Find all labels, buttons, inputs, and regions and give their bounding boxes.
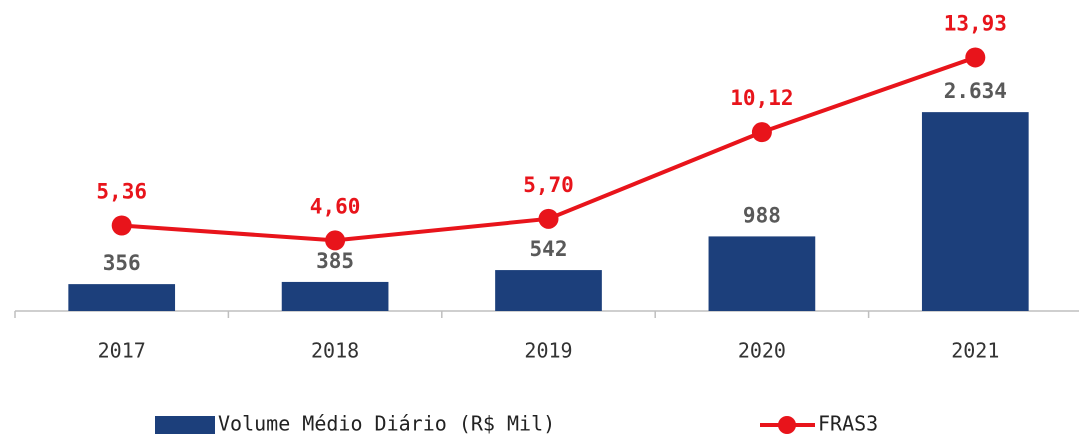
bar xyxy=(495,270,602,311)
bar-value-label: 2.634 xyxy=(944,79,1007,103)
x-tick-label: 2018 xyxy=(311,339,359,363)
line-point xyxy=(538,208,559,229)
bar-value-label: 385 xyxy=(316,249,354,273)
legend-label: FRAS3 xyxy=(818,412,878,436)
legend-label: Volume Médio Diário (R$ Mil) xyxy=(218,412,555,436)
bar xyxy=(708,236,816,311)
line-point xyxy=(325,230,346,251)
bar-value-label: 988 xyxy=(743,203,781,227)
line-value-label: 13,93 xyxy=(944,11,1007,35)
bar xyxy=(921,112,1029,312)
x-tick-label: 2019 xyxy=(524,339,572,363)
line-point xyxy=(965,47,986,68)
line-value-label: 5,70 xyxy=(523,173,574,197)
bar-value-label: 542 xyxy=(530,237,568,261)
line-value-label: 5,36 xyxy=(96,179,147,203)
line-point xyxy=(751,122,772,143)
legend-swatch-marker xyxy=(778,416,796,434)
bar xyxy=(281,281,389,311)
line-value-label: 10,12 xyxy=(730,86,793,110)
x-tick-label: 2021 xyxy=(951,339,999,363)
line-value-label: 4,60 xyxy=(310,194,361,218)
bar-value-label: 356 xyxy=(103,251,141,275)
legend-swatch xyxy=(155,416,215,434)
bar xyxy=(68,284,176,311)
x-tick-label: 2017 xyxy=(98,339,146,363)
line-point xyxy=(111,215,132,236)
x-tick-label: 2020 xyxy=(738,339,786,363)
